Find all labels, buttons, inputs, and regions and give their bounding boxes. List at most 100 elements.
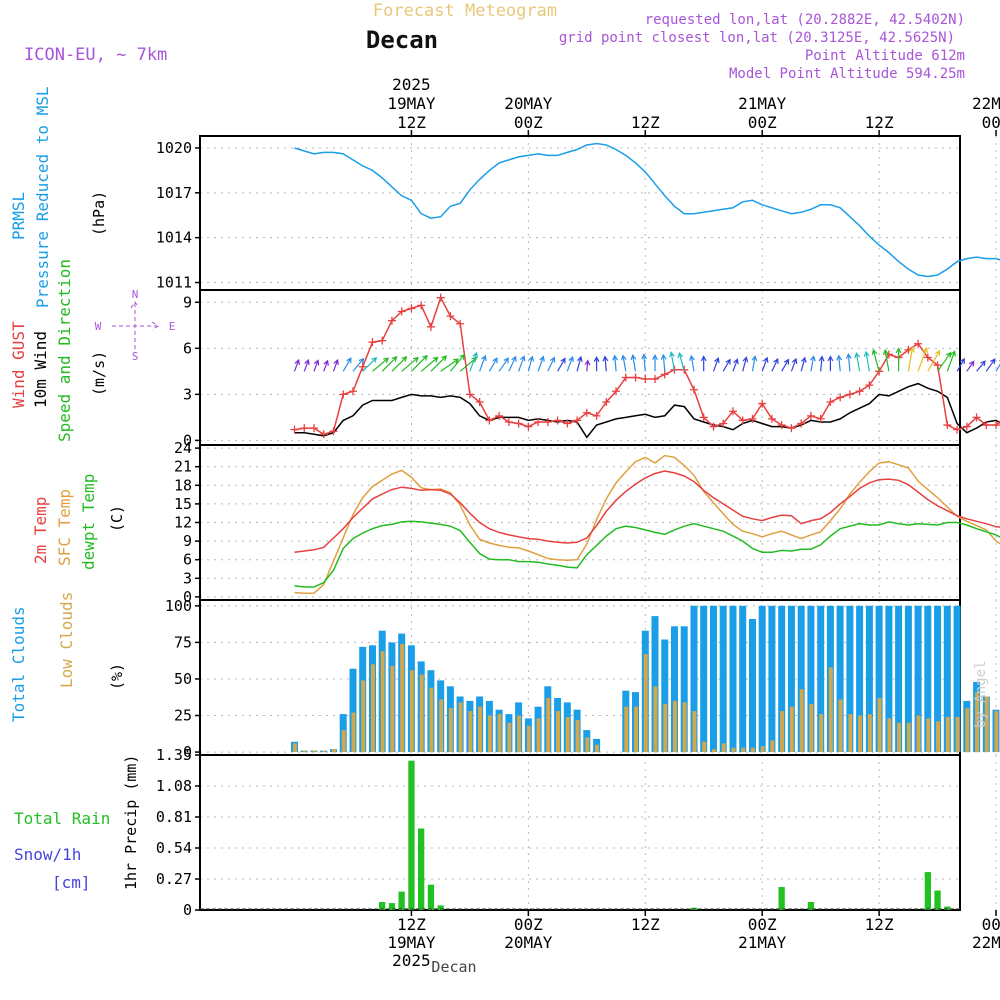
bar-rain bbox=[418, 828, 425, 910]
gust-marker bbox=[690, 385, 698, 394]
ytick-label: 15 bbox=[174, 495, 192, 513]
bar-low-clouds bbox=[341, 730, 346, 752]
bar-total-clouds bbox=[865, 605, 873, 752]
bar-low-clouds bbox=[916, 715, 921, 753]
wind-direction-arrow bbox=[790, 357, 798, 372]
gust-marker bbox=[855, 387, 864, 396]
compass-west: W bbox=[95, 320, 102, 333]
ylabel-precip: 1hr Precip (mm) bbox=[122, 755, 140, 890]
bar-total-clouds bbox=[943, 605, 951, 752]
wind-direction-arrow bbox=[985, 358, 996, 372]
bar-low-clouds bbox=[390, 665, 395, 753]
gust-marker bbox=[797, 419, 806, 428]
compass-north: N bbox=[132, 288, 139, 301]
bar-low-clouds bbox=[848, 714, 853, 753]
gust-marker bbox=[953, 425, 962, 434]
wind-direction-arrow bbox=[557, 357, 566, 372]
gust-marker bbox=[748, 414, 757, 423]
gust-marker bbox=[777, 421, 786, 430]
bottom-station-label: Decan bbox=[431, 958, 476, 976]
top-tick-label: 22MAY bbox=[972, 94, 1000, 113]
bottom-tick-label: 00Z bbox=[514, 915, 543, 934]
forecast-meteogram-label: Forecast Meteogram bbox=[373, 1, 557, 21]
bar-rain bbox=[778, 887, 785, 910]
wind-direction-arrow bbox=[689, 354, 695, 372]
bar-rain bbox=[379, 902, 386, 910]
ytick-label: 3 bbox=[183, 569, 192, 587]
bar-total-clouds bbox=[729, 605, 737, 752]
bottom-tick-label: 22MAY bbox=[972, 933, 1000, 952]
gust-marker bbox=[933, 361, 942, 370]
ytick-label: 0.54 bbox=[156, 839, 192, 857]
ytick-label: 24 bbox=[174, 439, 192, 457]
bar-rain bbox=[398, 891, 405, 910]
bar-low-clouds bbox=[955, 717, 960, 753]
panel-frame bbox=[199, 289, 961, 446]
gust-marker bbox=[426, 322, 435, 331]
bottom-tick-label: 12Z bbox=[865, 915, 894, 934]
wind-direction-arrow bbox=[323, 359, 329, 372]
bar-rain bbox=[924, 872, 931, 910]
wind-direction-arrow bbox=[440, 358, 460, 372]
bar-total-clouds bbox=[885, 605, 893, 752]
wind-direction-arrow bbox=[781, 358, 790, 372]
header: Forecast Meteogram Decan ICON-EU, ~ 7km … bbox=[24, 1, 965, 82]
gust-marker bbox=[387, 316, 396, 325]
gust-marker bbox=[446, 312, 455, 321]
bar-low-clouds bbox=[965, 708, 970, 753]
bar-total-clouds bbox=[817, 605, 825, 752]
bar-low-clouds bbox=[653, 686, 658, 753]
label-wind-gust: Wind GUST bbox=[9, 321, 28, 408]
model-label: ICON-EU, ~ 7km bbox=[24, 45, 167, 65]
bar-low-clouds bbox=[478, 706, 482, 752]
bar-total-clouds bbox=[797, 605, 805, 752]
ytick-label: 3 bbox=[183, 385, 192, 403]
wind-direction-arrow bbox=[630, 353, 637, 372]
ytick-label: 1014 bbox=[156, 229, 192, 247]
ylabel-percent: (%) bbox=[108, 663, 126, 690]
gust-marker bbox=[602, 398, 611, 407]
wind-direction-arrow bbox=[576, 355, 583, 372]
bottom-time-axis: 12Z19MAY202500Z20MAY12Z00Z21MAY12Z00Z22M… bbox=[387, 910, 1000, 970]
top-tick-label: 00Z bbox=[748, 113, 777, 132]
wind-direction-arrow bbox=[391, 356, 408, 372]
bar-low-clouds bbox=[984, 696, 989, 753]
wind-direction-arrow bbox=[751, 355, 758, 372]
gust-marker bbox=[982, 421, 991, 430]
gust-marker bbox=[992, 421, 1000, 430]
bar-low-clouds bbox=[682, 702, 687, 753]
bar-rain bbox=[408, 760, 415, 910]
wind-direction-arrow bbox=[449, 353, 466, 372]
gust-marker bbox=[319, 430, 328, 439]
series-2m-temp-line bbox=[294, 470, 1000, 554]
bottom-tick-label: 21MAY bbox=[738, 933, 787, 952]
label-speed-direction: Speed and Direction bbox=[55, 259, 74, 442]
wind-direction-arrow bbox=[700, 355, 707, 372]
wind-direction-arrow bbox=[508, 355, 517, 372]
bar-low-clouds bbox=[877, 698, 882, 753]
gust-marker bbox=[582, 408, 591, 417]
label-snow: Snow/1h bbox=[14, 845, 81, 864]
wind-direction-arrow bbox=[652, 354, 658, 372]
ytick-label: 9 bbox=[183, 293, 192, 311]
wind-direction-arrow bbox=[827, 355, 834, 372]
bar-total-clouds bbox=[758, 605, 766, 752]
wind-direction-arrow bbox=[612, 354, 618, 372]
grid-point-coordinates: grid point closest lon,lat (20.3125E, 42… bbox=[559, 30, 955, 46]
ytick-label: 1017 bbox=[156, 184, 192, 202]
gust-marker bbox=[592, 411, 601, 420]
gust-marker bbox=[631, 373, 640, 382]
wind-direction-arrow bbox=[660, 353, 667, 372]
wind-direction-arrow bbox=[469, 351, 478, 372]
wind-direction-arrow bbox=[479, 354, 487, 372]
bar-low-clouds bbox=[565, 717, 570, 753]
label-2m-temp: 2m Temp bbox=[31, 497, 50, 564]
bar-low-clouds bbox=[322, 750, 327, 753]
bar-low-clouds bbox=[302, 750, 307, 753]
gust-marker bbox=[417, 301, 426, 310]
wind-direction-arrow bbox=[927, 349, 941, 372]
ytick-label: 1.08 bbox=[156, 777, 192, 795]
wind-direction-arrow bbox=[381, 356, 398, 372]
gust-marker bbox=[563, 419, 572, 428]
gust-marker bbox=[621, 373, 630, 382]
